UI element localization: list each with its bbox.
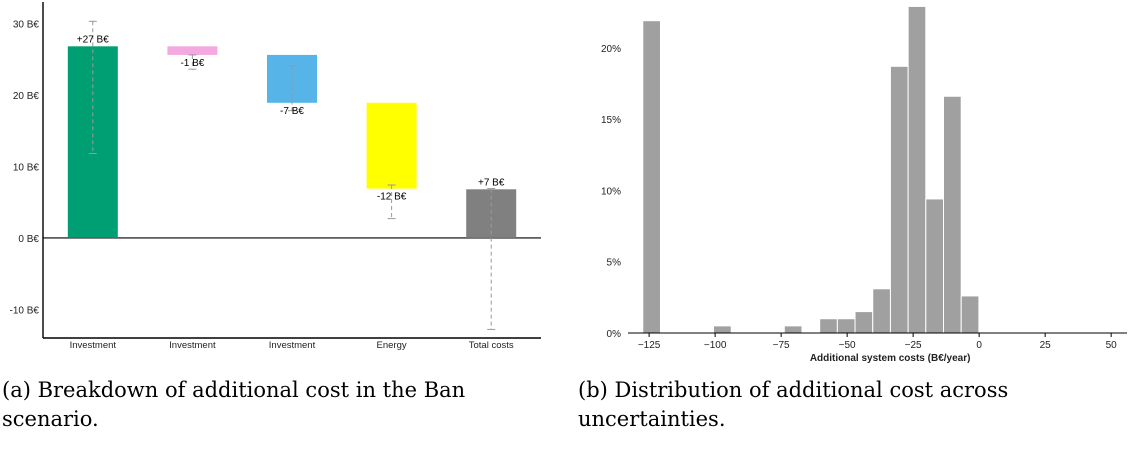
histogram-bin bbox=[943, 95, 962, 334]
y-tick-label: -10 B€ bbox=[10, 305, 40, 316]
x-tick-label: −100 bbox=[704, 340, 727, 351]
y-tick-label: 15% bbox=[601, 115, 621, 126]
x-tick-label: 50 bbox=[1106, 340, 1118, 351]
caption-a: (a) Breakdown of additional cost in the … bbox=[2, 378, 466, 431]
x-tick-label: Investment bbox=[169, 340, 216, 350]
x-tick-label: 25 bbox=[1040, 340, 1052, 351]
y-tick-label: 5% bbox=[607, 258, 622, 269]
waterfall-bar bbox=[366, 102, 417, 189]
histogram-bin bbox=[783, 325, 803, 334]
y-tick-label: 20 B€ bbox=[13, 91, 40, 102]
histogram-bin bbox=[854, 311, 874, 334]
histogram-bin bbox=[925, 198, 945, 334]
histogram-bin bbox=[819, 318, 838, 334]
y-tick-label: 30 B€ bbox=[13, 19, 40, 30]
histogram-bin bbox=[642, 20, 661, 334]
x-tick-label: Investment bbox=[70, 340, 117, 350]
cost-breakdown-chart: -10 B€ 0 B€ 10 B€ 20 B€ 30 B€ +27 B€ Investmen… bbox=[10, 2, 541, 350]
y-tick-label: 10% bbox=[601, 186, 621, 197]
x-tick-label: Total costs bbox=[469, 340, 514, 350]
x-axis-label: Additional system costs (B€/year) bbox=[810, 353, 971, 364]
histogram-bin bbox=[836, 318, 856, 334]
x-tick-label: Investment bbox=[269, 340, 316, 350]
x-tick-label: −25 bbox=[905, 340, 922, 351]
x-tick-label: −50 bbox=[839, 340, 856, 351]
y-tick-label: 20% bbox=[601, 44, 621, 55]
histogram-bin bbox=[907, 5, 927, 334]
x-tick-label: Energy bbox=[377, 340, 407, 350]
bar-value-label: +7 B€ bbox=[478, 177, 505, 188]
bar-value-label: -1 B€ bbox=[180, 58, 204, 69]
x-tick-label: −75 bbox=[773, 340, 790, 351]
bar-value-label: -7 B€ bbox=[280, 106, 304, 117]
waterfall-bar bbox=[167, 46, 218, 55]
y-tick-label: 0 B€ bbox=[18, 234, 39, 245]
histogram-bin bbox=[872, 288, 891, 334]
bar-value-label: -12 B€ bbox=[377, 192, 407, 203]
histogram-bin bbox=[960, 295, 980, 334]
histogram-bin bbox=[713, 325, 732, 334]
histogram-bin bbox=[889, 65, 909, 334]
x-tick-label: −125 bbox=[638, 340, 661, 351]
caption-b: (b) Distribution of additional cost acro… bbox=[578, 378, 1009, 431]
bar-value-label: +27 B€ bbox=[77, 34, 109, 45]
y-tick-label: 10 B€ bbox=[13, 162, 40, 173]
x-tick-label: 0 bbox=[976, 340, 982, 351]
y-tick-label: 0% bbox=[607, 329, 622, 340]
cost-distribution-histogram: 0% 5% 10% 15% 20% −125 −100 −75 −50 −25 0 25 50 Addit… bbox=[601, 5, 1127, 364]
